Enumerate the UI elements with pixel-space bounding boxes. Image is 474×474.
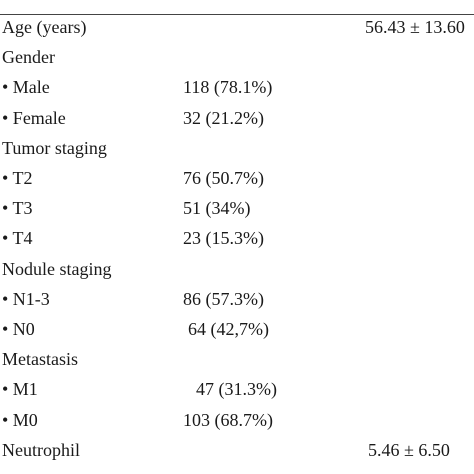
row-label: Age (years)	[2, 17, 87, 37]
row-label: • T4	[2, 228, 33, 249]
mean-cell: 5.46 ± 6.50	[368, 439, 450, 460]
count-cell: 51 (34%)	[183, 198, 251, 219]
row-label: • M1	[2, 379, 38, 400]
row-label: Metastasis	[2, 349, 78, 370]
row-label: • T2	[2, 168, 33, 188]
header-rule	[0, 14, 474, 15]
row-label: • Male	[2, 77, 50, 98]
count-cell: 64 (42,7%)	[188, 319, 269, 339]
count-cell: 32 (21.2%)	[183, 107, 264, 128]
row-label: Gender	[2, 47, 55, 68]
count-cell: 118 (78.1%)	[183, 77, 273, 98]
count-cell: 47 (31.3%)	[196, 379, 277, 400]
count-cell: 76 (50.7%)	[183, 168, 264, 188]
row-label: Nodule staging	[2, 258, 112, 279]
mean-cell: 56.43 ± 13.60	[365, 17, 465, 37]
count-cell: 103 (68.7%)	[183, 409, 273, 430]
row-label: • N1-3	[2, 288, 50, 309]
row-label: Neutrophil	[2, 439, 80, 460]
row-label: • M0	[2, 409, 38, 430]
count-cell: 23 (15.3%)	[183, 228, 264, 249]
row-label: • T3	[2, 198, 33, 219]
row-label: • N0	[2, 319, 35, 339]
row-label: Tumor staging	[2, 137, 107, 158]
row-label: • Female	[2, 107, 66, 128]
count-cell: 86 (57.3%)	[183, 288, 264, 309]
